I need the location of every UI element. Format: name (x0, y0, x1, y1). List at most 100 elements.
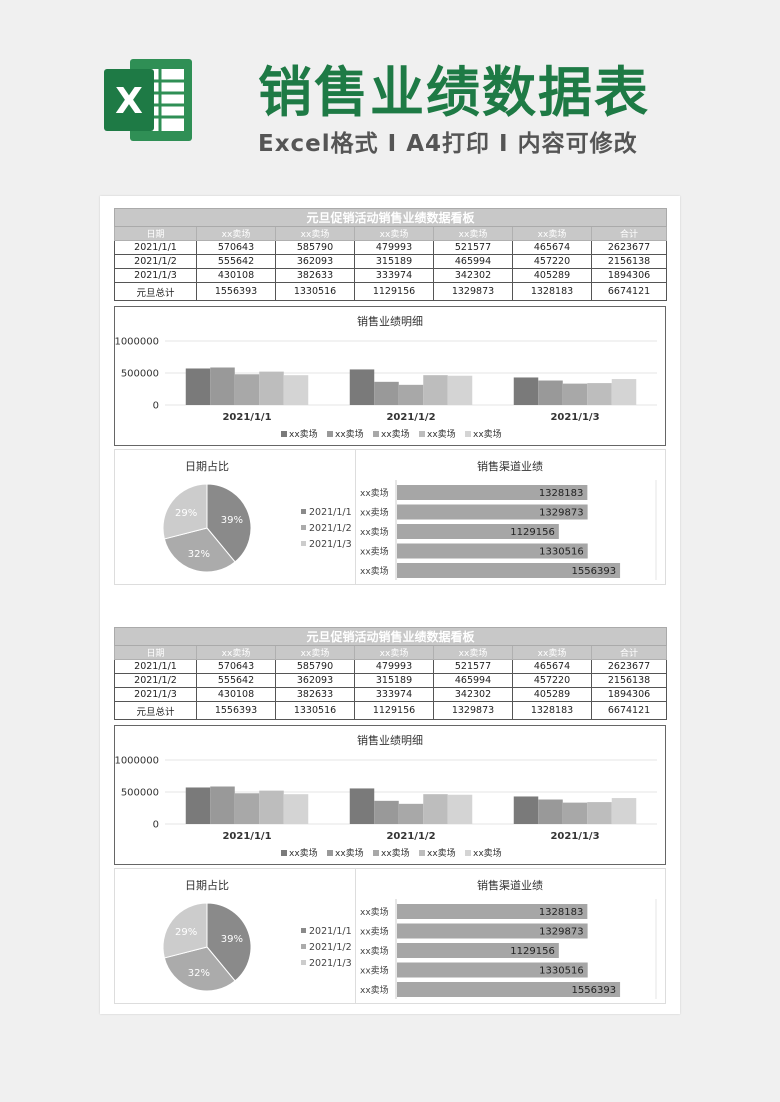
table-row: 2021/1/2 555642 362093 315189 465994 457220 21… (114, 673, 668, 688)
legend-label: xx卖场 (381, 429, 410, 440)
legend-label: xx卖场 (335, 429, 364, 440)
sales-table: 元旦促销活动销售业绩数据看板 日期 xx卖场 xx卖场 xx卖场 xx卖场 xx卖场 合计 20… (113, 627, 668, 720)
table-cell: 333974 (354, 268, 434, 283)
legend-label: xx卖场 (289, 429, 318, 440)
table-cell: 1894306 (590, 687, 668, 702)
bar-value-label: 1330516 (539, 966, 584, 977)
page-header: X 销售业绩数据表 Excel格式 I A4打印 I 内容可修改 (0, 0, 780, 190)
table-cell: 1328183 (512, 282, 592, 301)
bar-chart-title: 销售业绩明细 (357, 733, 423, 747)
pie-slice (206, 483, 252, 563)
table-cell: 555642 (196, 254, 276, 269)
legend-label: xx卖场 (427, 429, 456, 440)
document-sheet: 元旦促销活动销售业绩数据看板 日期 xx卖场 xx卖场 xx卖场 xx卖场 xx卖场 合计 20… (100, 196, 680, 1014)
column-header: 合计 (590, 645, 668, 660)
category-label: xx卖场 (360, 488, 389, 499)
table-row: 2021/1/2 555642 362093 315189 465994 457220 21… (114, 254, 668, 269)
page-subtitle: Excel格式 I A4打印 I 内容可修改 (258, 131, 638, 157)
x-tick-label: 2021/1/1 (222, 831, 271, 842)
table-title: 元旦促销活动销售业绩数据看板 (113, 627, 668, 646)
pie-value-label: 29% (175, 508, 197, 519)
x-tick-label: 2021/1/3 (550, 412, 599, 423)
y-tick-label: 0 (153, 820, 159, 831)
channel-bar (397, 543, 588, 559)
y-tick-label: 500000 (121, 788, 159, 799)
table-cell: 元旦总计 (114, 701, 197, 720)
bar-mark (374, 381, 399, 405)
pie-chart-title: 日期占比 (185, 878, 229, 892)
legend-swatch (281, 850, 287, 856)
table-cell: 362093 (275, 254, 355, 269)
bar-mark (447, 794, 473, 824)
legend-label: 2021/1/2 (309, 942, 352, 953)
table-cell: 382633 (275, 268, 355, 283)
table-cell: 元旦总计 (114, 282, 197, 301)
category-label: xx卖场 (360, 985, 389, 996)
category-label: xx卖场 (360, 527, 389, 538)
pie-value-label: 32% (188, 549, 210, 560)
bar-chart-title: 销售业绩明细 (357, 314, 423, 328)
category-label: xx卖场 (360, 508, 389, 519)
table-cell: 2021/1/1 (114, 659, 197, 674)
table-cell: 570643 (196, 659, 276, 674)
bar-mark (374, 800, 399, 824)
bar-mark (562, 383, 588, 405)
channel-bar-chart: 销售渠道业绩 xx卖场 1328183 xx卖场 1329873 xx卖场 1129156 x… (360, 878, 657, 999)
channel-bar (397, 904, 588, 919)
column-header: xx卖场 (433, 645, 513, 660)
table-title-row: 元旦促销活动销售业绩数据看板 (113, 627, 668, 646)
table-cell: 405289 (512, 268, 592, 283)
legend-label: 2021/1/1 (309, 507, 352, 518)
table-cell: 585790 (275, 659, 355, 674)
table-cell: 1329873 (433, 701, 513, 720)
bar-mark (210, 786, 235, 824)
category-label: xx卖场 (360, 927, 389, 938)
legend-label: xx卖场 (381, 848, 410, 859)
legend-swatch (465, 431, 471, 437)
channel-bar (397, 485, 588, 500)
bar-mark (185, 787, 211, 824)
table-cell: 555642 (196, 673, 276, 688)
bar-mark (587, 383, 612, 405)
column-header: xx卖场 (354, 645, 434, 660)
channel-chart-title: 销售渠道业绩 (477, 459, 543, 473)
legend-swatch (301, 960, 306, 965)
legend-swatch (373, 431, 379, 437)
pie-chart: 日期占比 39% 32% 29% 2021/1/1 2021/1/2 2021/1/3 (162, 878, 352, 992)
pie-slice (162, 483, 208, 540)
pie-chart: 日期占比 39% 32% 29% 2021/1/1 2021/1/2 2021/1/3 (162, 459, 352, 573)
bar-value-label: 1556393 (572, 985, 617, 996)
table-cell: 1556393 (196, 282, 276, 301)
page-title: 销售业绩数据表 (258, 61, 650, 124)
table-total-row: 元旦总计 1556393 1330516 1129156 1329873 1328183 6… (114, 701, 668, 720)
pie-value-label: 39% (221, 515, 243, 526)
legend-swatch (327, 850, 333, 856)
bar-value-label: 1556393 (572, 566, 617, 577)
channel-chart-title: 销售渠道业绩 (477, 878, 543, 892)
column-header: xx卖场 (354, 226, 434, 241)
bar-mark (398, 384, 424, 405)
table-cell: 6674121 (590, 701, 668, 720)
column-header: 日期 (114, 226, 197, 241)
bar-value-label: 1328183 (539, 907, 584, 918)
table-cell: 1894306 (590, 268, 668, 283)
x-tick-label: 2021/1/2 (386, 412, 435, 423)
table-cell: 1129156 (354, 701, 434, 720)
column-header: xx卖场 (433, 226, 513, 241)
table-cell: 382633 (275, 687, 355, 702)
category-label: xx卖场 (360, 547, 389, 558)
legend-swatch (419, 431, 425, 437)
bar-mark (513, 796, 539, 824)
table-cell: 2021/1/3 (114, 687, 197, 702)
table-cell: 479993 (354, 240, 434, 255)
bar-value-label: 1129156 (510, 527, 555, 538)
x-tick-label: 2021/1/3 (550, 831, 599, 842)
table-cell: 1328183 (512, 701, 592, 720)
channel-bar (397, 923, 588, 939)
channel-bar (397, 962, 588, 978)
pie-slice (162, 902, 208, 959)
channel-bar (397, 982, 621, 997)
table-row: 2021/1/3 430108 382633 333974 342302 405289 18… (114, 687, 668, 702)
bar-mark (611, 379, 637, 405)
table-row: 2021/1/3 430108 382633 333974 342302 405289 18… (114, 268, 668, 283)
